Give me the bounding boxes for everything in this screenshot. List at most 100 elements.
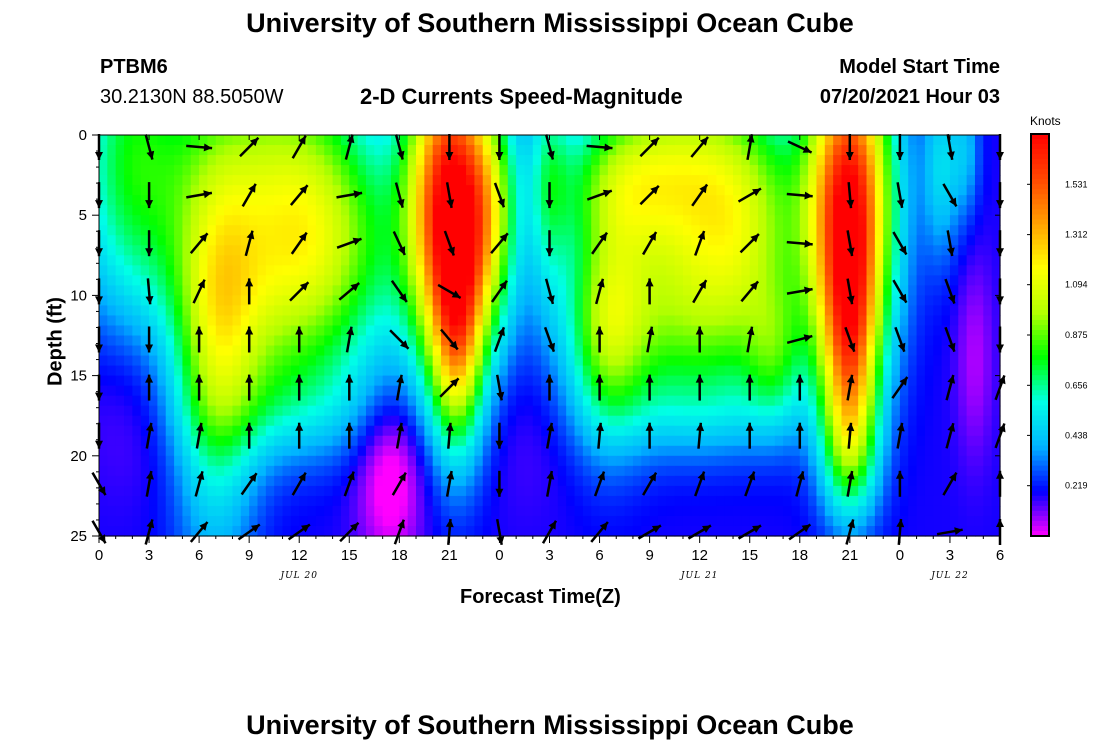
heatmap-cell (716, 345, 726, 357)
heatmap-cell (274, 505, 284, 517)
heatmap-cell (332, 205, 342, 216)
heatmap-cell (733, 265, 742, 276)
heatmap-cell (541, 335, 551, 347)
heatmap-cell (491, 275, 501, 286)
heatmap-cell (774, 215, 784, 226)
heatmap-cell (157, 455, 167, 467)
heatmap-cell (708, 435, 717, 447)
heatmap-cell (858, 485, 868, 497)
heatmap-cell (482, 335, 492, 347)
heatmap-cell (766, 205, 776, 216)
heatmap-cell (107, 385, 117, 397)
heatmap-cell (641, 395, 651, 407)
colorbar-segment (1031, 194, 1049, 200)
heatmap-cell (657, 255, 667, 266)
heatmap-cell (132, 285, 142, 296)
heatmap-cell (324, 335, 334, 347)
heatmap-cell (390, 365, 400, 377)
heatmap-cell (849, 145, 859, 156)
heatmap-cell (783, 485, 793, 497)
heatmap-cell (632, 375, 642, 387)
heatmap-cell (524, 185, 534, 196)
heatmap-cell (307, 245, 317, 256)
heatmap-cell (124, 525, 133, 537)
heatmap-cell (307, 385, 317, 397)
heatmap-cell (741, 165, 751, 176)
heatmap-cell (165, 155, 175, 166)
heatmap-cell (566, 385, 576, 397)
heatmap-cell (808, 485, 818, 497)
heatmap-cell (165, 355, 175, 367)
current-arrow (544, 278, 555, 305)
heatmap-cell (232, 145, 242, 156)
heatmap-cell (716, 425, 726, 437)
heatmap-cell (99, 275, 108, 286)
heatmap-cell (199, 485, 209, 497)
heatmap-cell (566, 435, 576, 447)
heatmap-cell (774, 225, 784, 236)
heatmap-cell (424, 415, 434, 427)
heatmap-cell (357, 135, 367, 146)
heatmap-cell (157, 445, 167, 457)
heatmap-cell (866, 435, 876, 447)
heatmap-cell (441, 225, 450, 236)
heatmap-cell (716, 525, 726, 537)
heatmap-cell (833, 405, 843, 417)
heatmap-cell (441, 495, 450, 507)
heatmap-cell (958, 435, 968, 447)
heatmap-cell (674, 375, 684, 387)
heatmap-cell (933, 375, 943, 387)
heatmap-cell (190, 355, 200, 367)
heatmap-cell (716, 515, 726, 527)
heatmap-cell (491, 515, 501, 527)
heatmap-cell (666, 385, 676, 397)
heatmap-cell (699, 415, 709, 427)
heatmap-cell (699, 355, 709, 367)
heatmap-cell (349, 155, 359, 166)
heatmap-cell (466, 345, 476, 357)
colorbar-segment (1031, 134, 1049, 140)
heatmap-cell (466, 405, 476, 417)
heatmap-cell (874, 215, 884, 226)
heatmap-cell (132, 365, 142, 377)
heatmap-cell (983, 175, 993, 186)
heatmap-cell (783, 345, 793, 357)
heatmap-cell (199, 345, 209, 357)
heatmap-cell (441, 305, 450, 317)
heatmap-cell (749, 155, 759, 166)
heatmap-cell (916, 175, 926, 186)
heatmap-cell (499, 525, 509, 537)
heatmap-cell (949, 305, 959, 317)
heatmap-cell (257, 265, 267, 276)
current-arrow (394, 134, 405, 160)
heatmap-cell (132, 415, 142, 427)
heatmap-cell (532, 435, 542, 447)
heatmap-cell (841, 295, 851, 307)
heatmap-cell (215, 205, 225, 216)
heatmap-cell (449, 505, 459, 517)
heatmap-cell (532, 505, 542, 517)
heatmap-cell (708, 175, 717, 186)
current-arrow (896, 518, 905, 546)
heatmap-cell (524, 245, 534, 256)
heatmap-cell (574, 185, 584, 196)
heatmap-cell (332, 225, 342, 236)
heatmap-cell (99, 325, 108, 337)
heatmap-cell (416, 395, 425, 407)
heatmap-cell (499, 165, 509, 176)
heatmap-cell (432, 455, 442, 467)
heatmap-cell (382, 455, 392, 467)
heatmap-cell (724, 215, 734, 226)
heatmap-cell (649, 515, 659, 527)
heatmap-cell (457, 235, 467, 246)
heatmap-cell (215, 455, 225, 467)
heatmap-cell (157, 295, 167, 307)
heatmap-cell (507, 495, 517, 507)
heatmap-cell (524, 255, 534, 266)
heatmap-cell (182, 495, 192, 507)
heatmap-cell (232, 505, 242, 517)
heatmap-cell (324, 235, 334, 246)
heatmap-cell (808, 335, 818, 347)
heatmap-cell (532, 165, 542, 176)
heatmap-cell (115, 235, 125, 246)
